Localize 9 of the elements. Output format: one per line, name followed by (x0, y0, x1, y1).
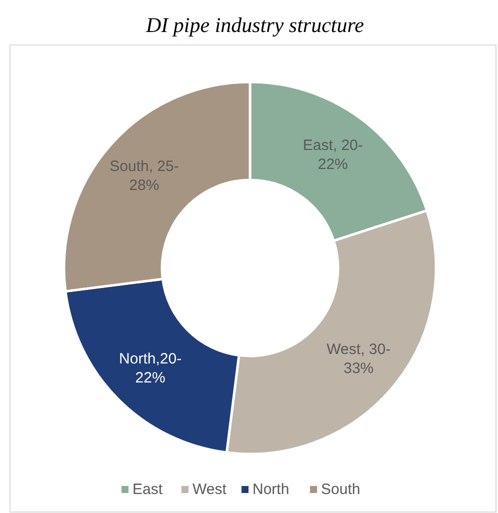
text: East, 20-22% (302, 136, 363, 173)
legend-label: East (132, 481, 164, 498)
text: West, 30-33% (326, 340, 391, 377)
text: North,20-22% (119, 350, 182, 387)
legend-label: West (192, 481, 228, 498)
legend-label: North (252, 481, 290, 498)
chart-title: DI pipe industry structure (145, 13, 364, 37)
text: South, 25-28% (110, 158, 179, 194)
legend-label: South (321, 481, 360, 498)
